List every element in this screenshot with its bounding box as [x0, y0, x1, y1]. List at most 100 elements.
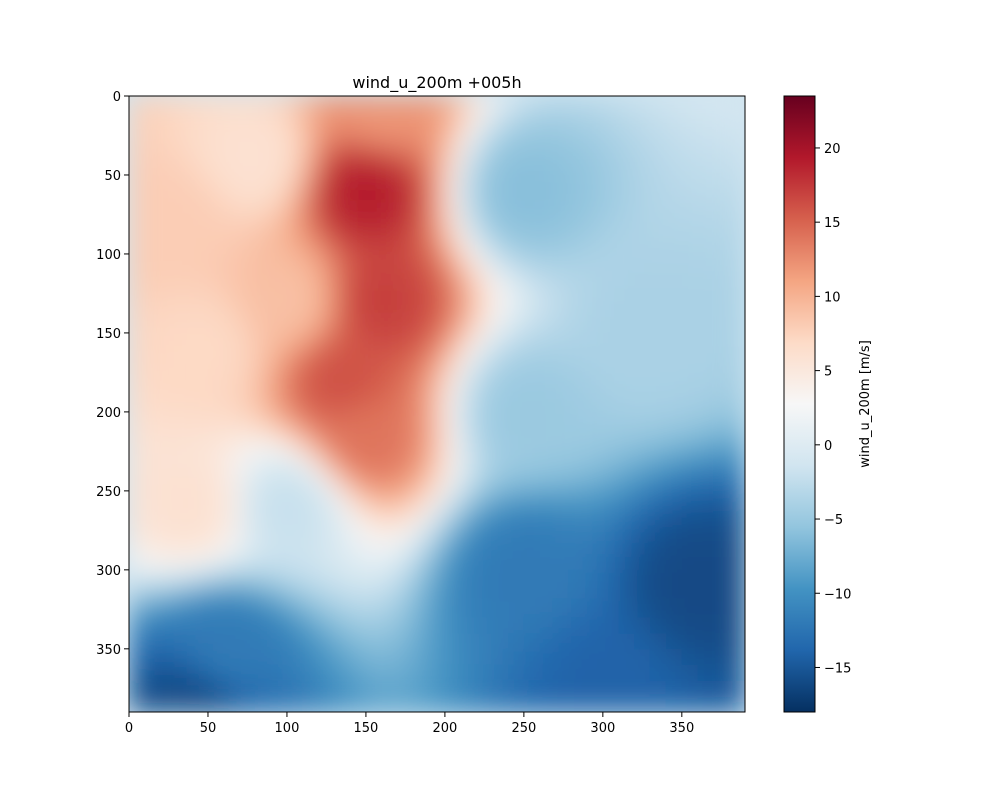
heatmap-cell: [334, 159, 351, 176]
heatmap-cell: [286, 506, 304, 524]
heatmap-cell: [207, 285, 225, 302]
heatmap-cell: [650, 554, 667, 571]
heatmap-cell: [571, 111, 588, 129]
heatmap-cell: [160, 601, 177, 618]
heatmap-cell: [618, 633, 636, 650]
heatmap-cell: [129, 443, 146, 460]
heatmap-cell: [365, 317, 383, 334]
heatmap-cell: [350, 301, 367, 318]
heatmap-cell: [571, 585, 588, 603]
heatmap-cell: [666, 569, 683, 587]
heatmap-cell: [397, 680, 414, 697]
x-tick-label: 50: [200, 721, 217, 736]
heatmap-cell: [334, 332, 351, 350]
heatmap-cell: [302, 506, 320, 524]
heatmap-cell: [555, 411, 572, 429]
heatmap-cell: [286, 190, 304, 208]
heatmap-cell: [492, 569, 509, 587]
heatmap-cell: [255, 601, 272, 618]
heatmap-cell: [666, 427, 683, 445]
heatmap-cell: [587, 159, 604, 176]
heatmap-cell: [555, 111, 572, 129]
heatmap-cell: [492, 443, 509, 460]
heatmap-cell: [539, 475, 557, 492]
heatmap-cell: [602, 127, 620, 144]
heatmap-cell: [318, 648, 335, 666]
heatmap-cell: [397, 696, 414, 712]
heatmap-cell: [413, 664, 430, 682]
heatmap-cell: [697, 364, 715, 381]
heatmap-cell: [492, 174, 509, 192]
heatmap-cell: [207, 538, 225, 555]
heatmap-cell: [129, 238, 146, 255]
heatmap-cell: [239, 222, 256, 239]
heatmap-cell: [713, 490, 730, 508]
heatmap-cell: [255, 253, 272, 271]
heatmap-cell: [223, 380, 241, 397]
heatmap-cell: [539, 633, 557, 650]
heatmap-cell: [365, 648, 383, 666]
heatmap-cell: [176, 490, 193, 508]
heatmap-cell: [365, 238, 383, 255]
heatmap-cell: [697, 696, 715, 712]
heatmap-cell: [555, 506, 572, 524]
heatmap-cell: [476, 253, 493, 271]
heatmap-cell: [460, 206, 478, 223]
heatmap-cell: [318, 696, 335, 712]
heatmap-cell: [350, 601, 367, 618]
heatmap-cell: [381, 680, 399, 697]
heatmap-cell: [429, 633, 446, 650]
heatmap-cell: [697, 143, 715, 160]
heatmap-cell: [381, 332, 399, 350]
heatmap-cell: [239, 680, 256, 697]
heatmap-cell: [429, 159, 446, 176]
heatmap-cell: [650, 585, 667, 603]
heatmap-cell: [207, 443, 225, 460]
heatmap-cell: [129, 538, 146, 555]
heatmap-cell: [192, 317, 209, 334]
heatmap-cell: [476, 696, 493, 712]
heatmap-cell: [476, 617, 493, 634]
heatmap-cell: [365, 253, 383, 271]
heatmap-cell: [271, 238, 288, 255]
heatmap-cell: [476, 317, 493, 334]
heatmap-cell: [650, 348, 667, 366]
heatmap-cell: [271, 617, 288, 634]
heatmap-cell: [271, 664, 288, 682]
heatmap-cell: [176, 396, 193, 413]
heatmap-cell: [602, 633, 620, 650]
heatmap-cell: [618, 127, 636, 144]
heatmap-cell: [508, 696, 525, 712]
heatmap-cell: [176, 443, 193, 460]
heatmap-cell: [160, 190, 177, 208]
heatmap-cell: [460, 301, 478, 318]
heatmap-cell: [286, 174, 304, 192]
heatmap-cell: [539, 380, 557, 397]
heatmap-cell: [666, 332, 683, 350]
heatmap-cell: [302, 96, 320, 113]
heatmap-cell: [539, 127, 557, 144]
heatmap-cell: [129, 269, 146, 287]
heatmap-cell: [207, 522, 225, 539]
heatmap-cell: [334, 174, 351, 192]
heatmap-cell: [713, 475, 730, 492]
heatmap-cell: [602, 617, 620, 634]
heatmap-cell: [271, 222, 288, 239]
heatmap-cell: [444, 522, 462, 539]
heatmap-cell: [492, 522, 509, 539]
heatmap-cell: [444, 96, 462, 113]
heatmap-cell: [713, 96, 730, 113]
heatmap-cell: [350, 459, 367, 476]
heatmap-cell: [666, 617, 683, 634]
heatmap-cell: [555, 222, 572, 239]
heatmap-cell: [144, 190, 162, 208]
heatmap-cell: [381, 585, 399, 603]
heatmap-cell: [555, 554, 572, 571]
heatmap-cell: [176, 538, 193, 555]
heatmap-cell: [460, 554, 478, 571]
heatmap-cell: [365, 332, 383, 350]
heatmap-cell: [476, 159, 493, 176]
heatmap-cell: [413, 317, 430, 334]
heatmap-cell: [713, 159, 730, 176]
heatmap-cell: [397, 506, 414, 524]
